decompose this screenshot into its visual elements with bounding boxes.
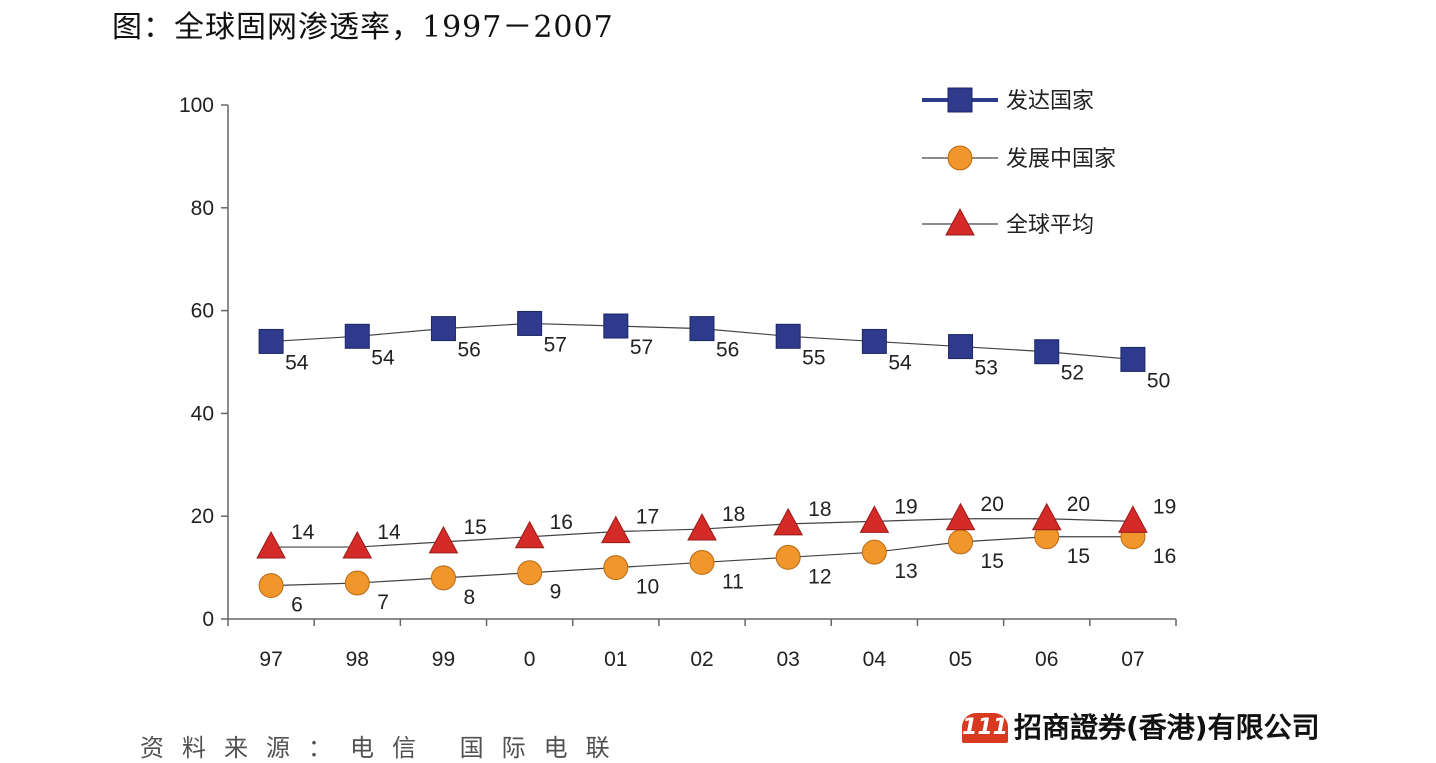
data-label: 20 — [981, 493, 1004, 516]
data-point — [1034, 339, 1060, 365]
data-point — [344, 570, 370, 596]
y-tick-label: 20 — [191, 505, 214, 528]
data-label: 56 — [457, 339, 480, 362]
legend-label: 发达国家 — [1006, 89, 1094, 114]
data-point — [948, 529, 974, 555]
data-label: 57 — [544, 333, 567, 356]
x-tick-label: 0 — [524, 648, 536, 671]
data-label: 11 — [722, 570, 744, 593]
data-label: 15 — [981, 550, 1004, 573]
data-label: 54 — [888, 351, 912, 374]
x-tick-label: 98 — [346, 648, 369, 671]
data-point — [773, 507, 804, 536]
data-point — [775, 544, 801, 570]
data-point — [1031, 502, 1062, 531]
data-point — [861, 328, 887, 354]
x-tick-label: 97 — [259, 648, 282, 671]
x-tick-label: 03 — [777, 648, 800, 671]
data-label: 9 — [550, 581, 562, 604]
legend-marker-icon — [945, 207, 975, 236]
data-point — [600, 515, 631, 544]
company-logo: 111 招商證券(香港)有限公司 — [962, 711, 1320, 744]
x-tick-label: 04 — [863, 648, 887, 671]
figure-caption: 图：全球固网渗透率，1997－2007 — [112, 10, 614, 45]
data-point — [256, 530, 286, 559]
data-label: 15 — [1067, 545, 1090, 568]
data-label: 14 — [377, 521, 401, 544]
data-point — [514, 520, 545, 549]
y-tick-label: 100 — [179, 94, 214, 117]
chart-lines — [271, 322, 1133, 587]
data-point — [861, 539, 887, 565]
data-label: 10 — [636, 576, 659, 599]
x-tick-label: 99 — [432, 648, 455, 671]
y-tick-label: 80 — [191, 197, 214, 220]
data-point — [258, 573, 284, 599]
legend-label: 发展中国家 — [1006, 147, 1116, 172]
y-tick-label: 0 — [202, 608, 214, 631]
data-label: 19 — [894, 495, 917, 518]
data-label: 8 — [463, 586, 475, 609]
data-label: 6 — [291, 594, 303, 617]
data-label: 20 — [1067, 493, 1090, 516]
chart-data-labels: 54 54 56 57 57 56 55 54 53 52 50 6 7 8 9 10 11 12 13 15 15 16… — [285, 333, 1176, 616]
data-point — [859, 505, 890, 533]
source-note: 资料来源：电信 国际电联 — [140, 734, 628, 762]
data-label: 55 — [802, 346, 825, 369]
data-point — [603, 313, 629, 339]
x-tick-label: 02 — [690, 648, 713, 671]
data-label: 16 — [550, 511, 573, 534]
x-tick-label: 05 — [949, 648, 972, 671]
data-label: 14 — [291, 521, 315, 544]
data-label: 16 — [1153, 545, 1176, 568]
legend-label: 全球平均 — [1006, 213, 1094, 238]
data-point — [1118, 505, 1148, 533]
data-label: 19 — [1153, 495, 1176, 518]
legend-marker-icon — [947, 145, 973, 171]
chart-markers — [256, 310, 1148, 599]
data-point — [517, 310, 543, 336]
data-label: 18 — [722, 503, 745, 526]
data-point — [775, 323, 801, 349]
data-point — [687, 512, 717, 541]
data-label: 7 — [377, 591, 389, 614]
data-point — [689, 316, 715, 342]
data-point — [1120, 346, 1146, 372]
data-point — [517, 560, 543, 586]
data-label: 57 — [630, 336, 653, 359]
data-label: 52 — [1061, 362, 1084, 385]
legend-marker-icon — [947, 87, 973, 113]
x-tick-label: 01 — [604, 648, 627, 671]
data-label: 17 — [636, 506, 659, 529]
data-label: 53 — [975, 357, 998, 380]
data-point — [430, 565, 456, 591]
data-label: 18 — [808, 498, 831, 521]
data-label: 15 — [463, 516, 486, 539]
data-point — [689, 549, 715, 575]
company-name: 招商證券(香港)有限公司 — [1014, 711, 1320, 744]
data-label: 12 — [808, 565, 831, 588]
data-point — [603, 555, 629, 581]
logo-mark-icon: 111 — [962, 713, 1008, 743]
data-label: 13 — [894, 560, 917, 583]
y-tick-label: 40 — [191, 402, 214, 425]
data-point — [428, 525, 459, 554]
x-tick-label: 06 — [1035, 648, 1058, 671]
data-point — [948, 334, 974, 360]
data-label: 54 — [371, 346, 395, 369]
data-label: 54 — [285, 351, 309, 374]
data-label: 56 — [716, 339, 739, 362]
data-label: 50 — [1147, 369, 1170, 392]
y-tick-label: 60 — [191, 300, 214, 323]
data-point — [430, 316, 456, 342]
data-point — [258, 328, 284, 354]
x-tick-label: 07 — [1121, 648, 1144, 671]
data-point — [344, 323, 370, 349]
data-point — [342, 530, 373, 559]
data-point — [945, 502, 976, 531]
